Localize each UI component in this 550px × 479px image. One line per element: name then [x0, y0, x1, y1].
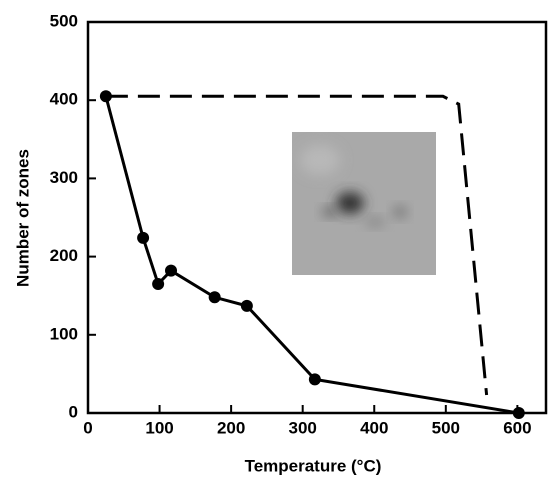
data-point: [208, 291, 221, 304]
x-tick-label: 100: [145, 418, 173, 437]
x-tick-label: 600: [503, 418, 531, 437]
x-tick-label: 500: [432, 418, 460, 437]
x-tick-label: 300: [289, 418, 317, 437]
data-point: [512, 407, 525, 419]
y-tick-label: 0: [69, 402, 78, 421]
y-tick-label: 400: [50, 90, 78, 109]
x-tick-label: 400: [360, 418, 388, 437]
y-tick-label: 200: [50, 246, 78, 265]
data-point: [240, 299, 253, 312]
inset-image: [292, 132, 436, 275]
data-point: [152, 277, 165, 290]
x-axis-label: Temperature (°C): [245, 456, 382, 475]
x-tick-label: 0: [83, 418, 92, 437]
y-axis-label: Number of zones: [13, 149, 32, 287]
data-point: [165, 264, 178, 277]
y-tick-label: 300: [50, 168, 78, 187]
data-line: [105, 94, 489, 396]
x-tick-label: 200: [217, 418, 245, 437]
data-point: [308, 373, 321, 386]
data-line: [104, 95, 520, 415]
y-tick-label: 500: [50, 11, 78, 30]
data-point: [137, 231, 150, 244]
plot-frame: [86, 20, 548, 415]
y-tick-label: 100: [50, 324, 78, 343]
